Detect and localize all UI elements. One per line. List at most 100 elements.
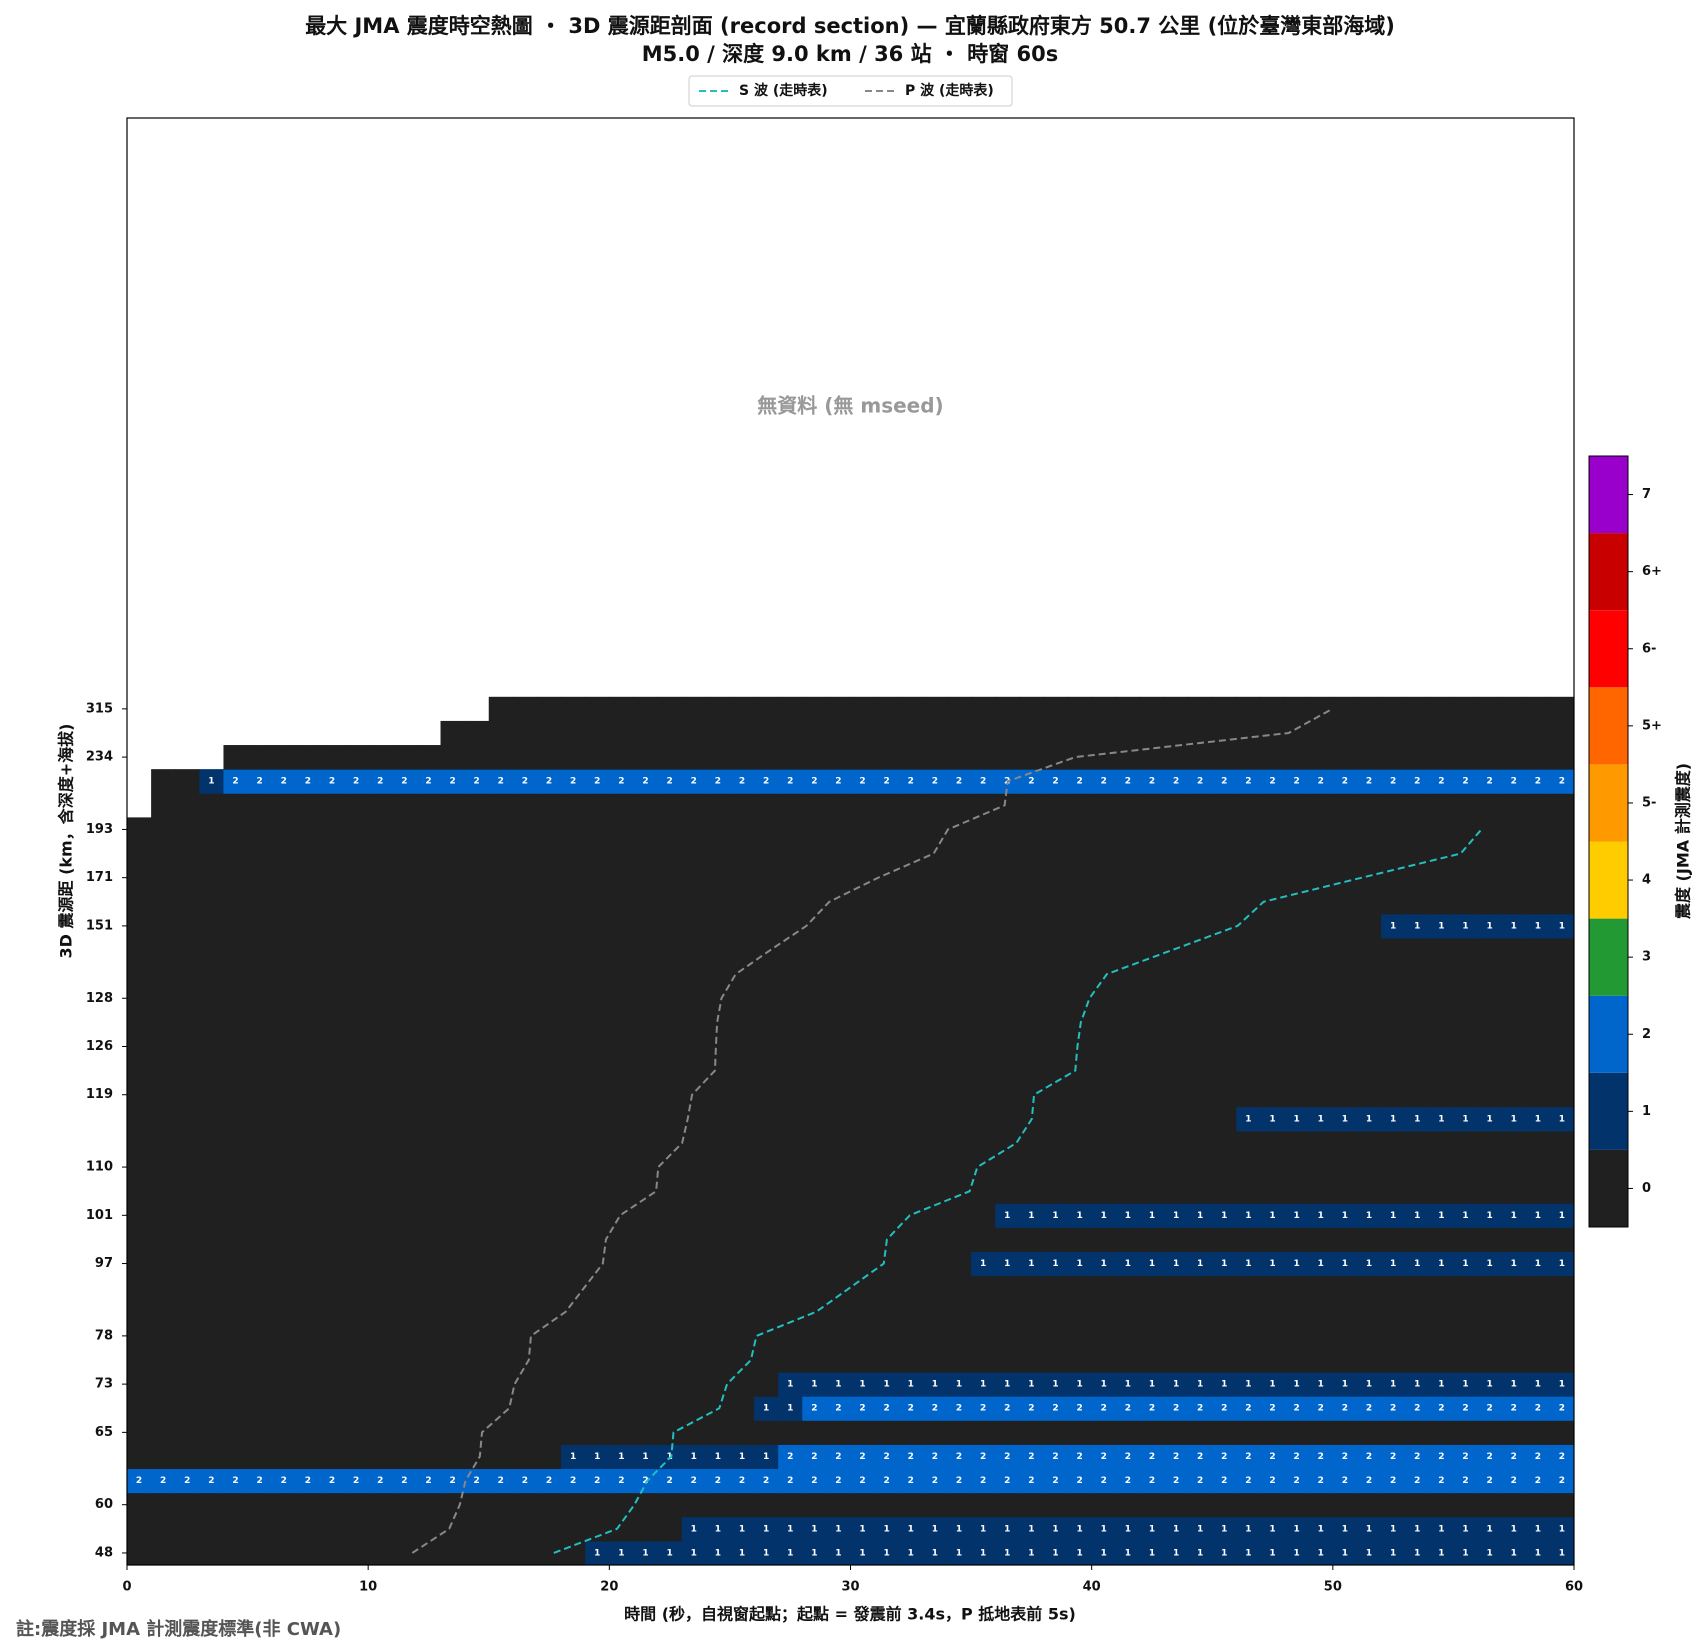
heat-cell [1429,1444,1454,1470]
cell-label: 2 [811,1452,817,1462]
heat-cell [1091,1347,1117,1373]
heat-cell [368,986,393,1011]
cell-label: 2 [859,777,865,787]
heat-cell [1332,1058,1358,1084]
heat-cell [295,1516,321,1542]
cell-label: 1 [1052,1259,1058,1269]
heat-cell [874,1396,900,1421]
heat-cell [729,1106,755,1132]
cell-label: 1 [1028,1259,1034,1269]
heat-cell [946,1155,972,1180]
heat-cell [512,696,538,722]
heat-cell [1067,1034,1093,1060]
heat-cell [319,913,345,939]
heat-cell [1429,1396,1454,1421]
heat-cell [1043,1492,1069,1518]
y-tick-label: 48 [95,1545,113,1560]
heat-cell [247,1540,273,1566]
heat-cell [1260,913,1286,939]
heat-cell [850,1444,876,1470]
heat-cell [705,1299,731,1325]
heat-cell [898,986,924,1011]
heat-cell [850,1251,876,1277]
heat-cell [1284,962,1310,987]
heat-cell [512,1347,538,1373]
heat-cell [898,1396,924,1421]
heat-cell [271,1179,297,1204]
cell-label: 2 [884,1404,890,1414]
heat-cell [416,913,442,939]
heat-cell [295,865,321,891]
heat-cell [657,1275,683,1301]
heat-cell [1236,793,1261,818]
cell-label: 2 [932,1404,938,1414]
cell-label: 1 [1390,1259,1396,1269]
cell-label: 2 [811,1404,817,1414]
heat-cell [392,1010,417,1035]
heat-cell [778,1299,803,1325]
heat-cell [1405,696,1430,722]
heat-cell [319,865,345,891]
heat-cell [850,1130,876,1156]
heat-cell [898,1058,924,1084]
colorbar-tick-label: 0 [1642,1181,1651,1196]
heat-cell [247,745,273,770]
heat-cell [175,1275,200,1301]
heat-cell [175,793,200,818]
cell-label: 2 [1486,1452,1492,1462]
heat-cell [561,986,586,1011]
cell-label: 1 [956,1524,962,1534]
heat-cell [681,1372,707,1397]
heat-cell [778,1058,803,1084]
heat-cell [705,1179,731,1204]
heat-cell [971,1444,996,1470]
heat-cell [1381,913,1406,939]
heat-cell [247,1516,273,1542]
heat-cell [488,1516,514,1542]
heat-cell [1236,937,1261,963]
heat-cell [1381,889,1406,915]
heat-cell [440,1082,466,1108]
heat-cell [368,745,393,770]
heat-cell [344,986,369,1011]
colorbar-frame [1588,455,1629,1228]
cell-label: 2 [1535,1452,1541,1462]
legend-box [688,75,1013,107]
cell-label: 2 [1221,1476,1227,1486]
heat-cell [536,865,562,891]
heat-cell [946,1082,972,1108]
cell-label: 1 [618,1548,624,1558]
heat-cell [440,1420,466,1445]
heat-cell [319,1179,345,1204]
cell-label: 2 [1486,1404,1492,1414]
heat-cell [826,1516,851,1542]
heat-cell [199,865,224,891]
heat-cell [1308,1347,1334,1373]
heat-cell [1212,1106,1237,1132]
heat-cell [898,1130,924,1156]
heat-cell [633,793,659,818]
heat-cell [1405,986,1430,1011]
heat-cell [1067,1179,1093,1204]
heat-cell [754,720,779,746]
heat-cell [392,865,417,891]
heat-cell [778,865,803,891]
heat-cell [754,1275,779,1301]
heat-cell [1429,696,1454,722]
heat-cell [946,1516,972,1542]
heat-cell [802,1275,827,1301]
heat-cell [633,1203,659,1228]
heat-cell [850,889,876,915]
heat-cell [1115,1130,1141,1156]
heat-cell [271,1396,297,1421]
cell-label: 2 [1197,777,1203,787]
heat-cell [850,1323,876,1349]
heat-cell [1429,793,1454,818]
heat-cell [440,1130,466,1156]
heat-cell [922,1227,948,1252]
heat-cell [802,1130,827,1156]
cell-label: 2 [1462,1452,1468,1462]
heat-cell [295,1058,321,1084]
heat-cell [874,986,900,1011]
heat-cell [512,1492,538,1518]
